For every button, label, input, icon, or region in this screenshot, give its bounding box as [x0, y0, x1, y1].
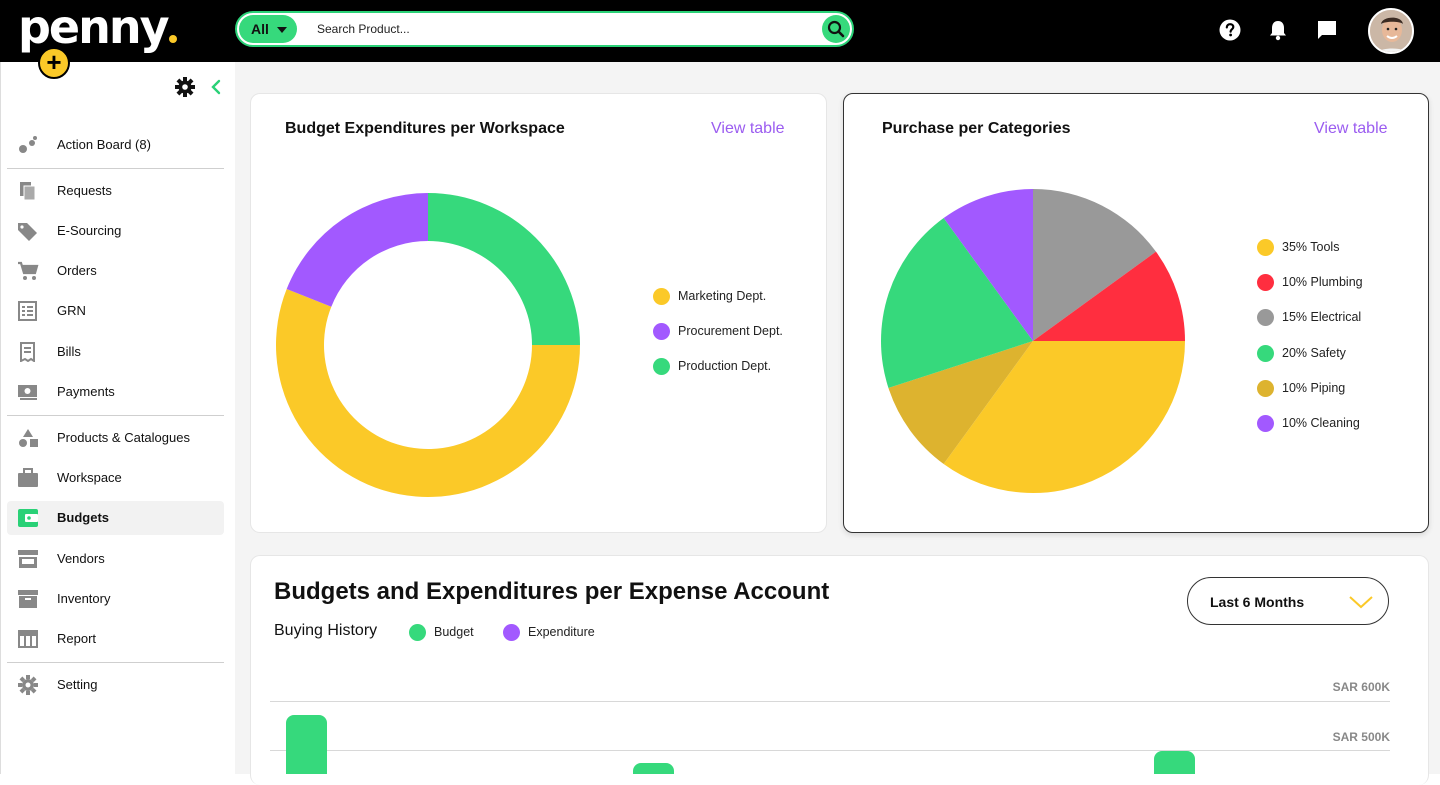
caret-down-icon	[277, 27, 287, 33]
view-table-link[interactable]: View table	[711, 120, 785, 137]
sidebar-item-inventory[interactable]: Inventory	[7, 582, 224, 616]
legend-dot	[1257, 345, 1274, 362]
table-icon	[18, 630, 38, 648]
legend-item-electrical: 15% Electrical	[1257, 308, 1407, 326]
card-title: Purchase per Categories	[882, 120, 1071, 137]
card-title: Budget Expenditures per Workspace	[285, 120, 565, 137]
legend-item-piping: 10% Piping	[1257, 379, 1407, 397]
top-bar: penny All	[0, 0, 1440, 62]
slice-procurement-dept	[286, 193, 428, 307]
search-scope-dropdown[interactable]: All	[239, 15, 297, 43]
slice-tools	[943, 341, 1185, 493]
legend-dot	[653, 323, 670, 340]
grid-line	[270, 701, 1390, 702]
shapes-icon	[19, 429, 38, 447]
gear-icon	[18, 675, 38, 695]
bell-icon[interactable]	[1268, 19, 1288, 41]
categories-pie-chart	[881, 189, 1185, 493]
wallet-icon	[18, 509, 38, 527]
sidebar-item-vendors[interactable]: Vendors	[7, 542, 224, 576]
legend-dot	[503, 624, 520, 641]
search-button[interactable]	[822, 15, 850, 43]
payments-icon	[18, 385, 37, 400]
legend-dot	[1257, 380, 1274, 397]
slice-plumbing	[1033, 251, 1185, 341]
settings-gear-icon[interactable]	[174, 76, 196, 98]
sidebar-item-budgets[interactable]: Budgets	[7, 501, 224, 535]
sidebar-item-grn[interactable]: GRN	[7, 294, 224, 328]
briefcase-icon	[18, 468, 38, 487]
store-icon	[18, 550, 38, 568]
legend-item-tools: 35% Tools	[1257, 238, 1407, 256]
action-board-icon	[19, 136, 37, 153]
slice-safety	[881, 218, 1033, 388]
sidebar-divider	[7, 415, 224, 416]
grid-line	[270, 750, 1390, 751]
slice-marketing-dept	[276, 289, 580, 498]
add-new-button[interactable]: +	[38, 47, 70, 79]
slice-cleaning	[943, 189, 1033, 341]
slice-electrical	[1033, 189, 1156, 341]
bills-icon	[20, 342, 35, 362]
sidebar-item-orders[interactable]: Orders	[7, 254, 224, 288]
buying-history-label: Buying History	[274, 622, 378, 639]
budget-expenditures-card: Budget Expenditures per Workspace View t…	[250, 93, 827, 533]
user-photo	[1370, 10, 1412, 52]
sidebar-item-report[interactable]: Report	[7, 622, 224, 656]
purchase-categories-card: Purchase per Categories View table 35% T…	[843, 93, 1429, 533]
legend-dot	[409, 624, 426, 641]
legend-item-budget: Budget	[409, 623, 499, 641]
search-icon	[827, 20, 845, 38]
legend-dot	[653, 288, 670, 305]
sidebar-item-setting[interactable]: Setting	[7, 668, 224, 702]
sidebar-item-payments[interactable]: Payments	[7, 375, 224, 409]
sidebar-divider	[7, 168, 224, 169]
collapse-chevron-icon[interactable]	[209, 78, 223, 96]
period-dropdown[interactable]: Last 6 Months	[1187, 577, 1389, 625]
search-input[interactable]	[317, 17, 797, 41]
legend-dot	[1257, 239, 1274, 256]
chevron-down-icon	[1349, 596, 1373, 609]
axis-label-600k: SAR 600K	[1332, 680, 1390, 694]
slice-production-dept	[428, 193, 580, 345]
view-table-link[interactable]: View table	[1314, 120, 1388, 137]
sidebar: Action Board (8) Requests E-Sourcing Ord…	[0, 62, 235, 774]
user-avatar[interactable]	[1368, 8, 1414, 54]
budget-bar	[1154, 751, 1195, 774]
legend-item-cleaning: 10% Cleaning	[1257, 414, 1407, 432]
sidebar-divider	[7, 662, 224, 663]
cart-icon	[18, 261, 39, 280]
sidebar-item-products-catalogues[interactable]: Products & Catalogues	[7, 421, 224, 455]
axis-label-500k: SAR 500K	[1332, 730, 1390, 744]
budget-bar	[286, 715, 327, 774]
legend-dot	[653, 358, 670, 375]
legend-dot	[1257, 415, 1274, 432]
requests-icon	[20, 182, 36, 201]
app-logo[interactable]: penny	[18, 2, 177, 52]
slice-piping	[888, 341, 1033, 464]
legend-dot	[1257, 274, 1274, 291]
legend-item-expenditure: Expenditure	[503, 623, 613, 641]
sidebar-item-requests[interactable]: Requests	[7, 174, 224, 208]
budget-donut-chart	[276, 193, 580, 498]
sidebar-item-action-board[interactable]: Action Board (8)	[7, 128, 224, 162]
help-icon[interactable]	[1219, 19, 1241, 41]
legend-dot	[1257, 309, 1274, 326]
sidebar-item-workspace[interactable]: Workspace	[7, 461, 224, 495]
grn-icon	[18, 301, 37, 321]
search-bar: All	[235, 11, 854, 47]
legend-item-plumbing: 10% Plumbing	[1257, 273, 1407, 291]
legend-item-procurement: Procurement Dept.	[653, 322, 813, 340]
legend-item-production: Production Dept.	[653, 357, 813, 375]
archive-icon	[18, 590, 38, 608]
legend-item-marketing: Marketing Dept.	[653, 287, 813, 305]
legend-item-safety: 20% Safety	[1257, 344, 1407, 362]
tag-icon	[18, 223, 37, 241]
chat-icon[interactable]	[1316, 19, 1338, 41]
budget-bar	[633, 763, 674, 774]
sidebar-item-e-sourcing[interactable]: E-Sourcing	[7, 214, 224, 248]
sidebar-item-bills[interactable]: Bills	[7, 335, 224, 369]
expense-section-title: Budgets and Expenditures per Expense Acc…	[274, 578, 830, 605]
